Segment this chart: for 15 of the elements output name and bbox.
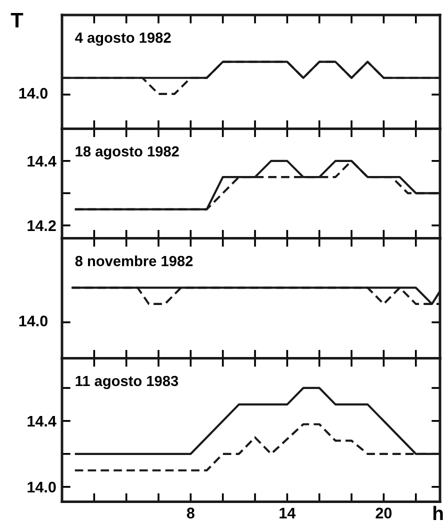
- text: 14.0: [19, 316, 48, 326]
- text: 18 agosto 1982: [76, 146, 179, 160]
- x-axis-title: h: [433, 506, 443, 520]
- chart-title: 8 novembre 1982: [75, 256, 193, 266]
- x-tick-label: 20: [376, 508, 392, 518]
- y-tick-label: 14.2: [28, 220, 56, 231]
- text: 11 agosto 1983: [76, 376, 178, 390]
- y-tick-label: 14.4: [28, 156, 56, 166]
- y-axis-title: T: [10, 13, 24, 28]
- y-tick-label: 14.0: [28, 482, 56, 493]
- y-tick-label: 14.4: [28, 416, 56, 426]
- chart-title: 4 agosto 1982: [75, 32, 171, 46]
- x-tick-label: 14: [280, 508, 296, 518]
- text: 14.0: [19, 88, 48, 99]
- x-tick-label: 8: [186, 508, 194, 518]
